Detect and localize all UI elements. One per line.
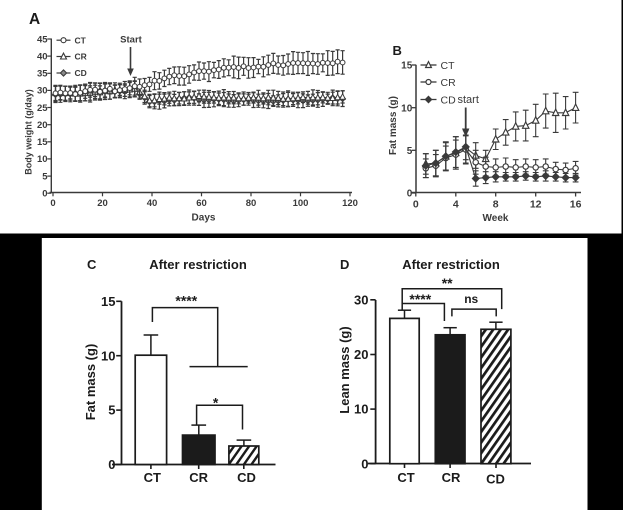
- svg-text:start: start: [458, 94, 479, 106]
- svg-text:*: *: [213, 395, 219, 411]
- svg-text:CT: CT: [397, 470, 414, 485]
- svg-text:120: 120: [342, 198, 358, 209]
- svg-text:After restriction: After restriction: [149, 257, 247, 272]
- svg-text:10: 10: [401, 103, 413, 114]
- svg-text:Start: Start: [120, 35, 142, 46]
- svg-text:****: ****: [175, 293, 197, 309]
- svg-text:40: 40: [147, 198, 158, 209]
- svg-text:60: 60: [196, 198, 207, 209]
- svg-text:15: 15: [401, 61, 413, 72]
- svg-text:CD: CD: [237, 470, 256, 485]
- svg-text:CR: CR: [442, 470, 461, 485]
- svg-text:**: **: [442, 275, 453, 291]
- svg-text:CT: CT: [75, 35, 87, 45]
- svg-text:16: 16: [570, 199, 582, 211]
- svg-text:5: 5: [42, 171, 48, 182]
- svg-text:20: 20: [97, 198, 108, 209]
- svg-text:45: 45: [37, 34, 48, 45]
- svg-text:CD: CD: [486, 472, 505, 487]
- svg-text:0: 0: [108, 457, 115, 472]
- svg-text:Week: Week: [483, 213, 509, 224]
- svg-text:B: B: [393, 43, 402, 58]
- svg-text:CT: CT: [441, 60, 456, 72]
- svg-text:CR: CR: [75, 52, 87, 62]
- svg-text:After restriction: After restriction: [402, 257, 500, 272]
- svg-text:0: 0: [407, 189, 413, 200]
- svg-text:CT: CT: [144, 470, 161, 485]
- svg-text:0: 0: [42, 189, 47, 200]
- svg-text:20: 20: [354, 347, 368, 362]
- svg-text:Lean mass (g): Lean mass (g): [337, 326, 352, 413]
- svg-text:15: 15: [37, 137, 48, 148]
- svg-text:CD: CD: [441, 94, 457, 106]
- svg-text:10: 10: [101, 348, 115, 363]
- svg-text:10: 10: [37, 154, 48, 165]
- svg-text:Fat mass (g): Fat mass (g): [388, 96, 399, 155]
- svg-text:5: 5: [108, 403, 115, 418]
- svg-text:15: 15: [101, 294, 115, 309]
- svg-text:40: 40: [37, 51, 48, 62]
- svg-text:0: 0: [413, 199, 419, 211]
- svg-text:10: 10: [354, 402, 368, 417]
- svg-text:25: 25: [37, 103, 48, 114]
- svg-text:5: 5: [407, 146, 413, 157]
- svg-text:Body weight (g/day): Body weight (g/day): [24, 89, 34, 175]
- svg-text:12: 12: [530, 199, 542, 211]
- svg-text:30: 30: [37, 86, 48, 97]
- svg-text:Days: Days: [192, 213, 216, 224]
- svg-text:8: 8: [493, 199, 499, 211]
- svg-text:CR: CR: [189, 470, 208, 485]
- svg-text:20: 20: [37, 120, 48, 131]
- svg-text:0: 0: [50, 198, 55, 209]
- svg-text:****: ****: [409, 291, 431, 307]
- svg-text:35: 35: [37, 69, 48, 80]
- svg-text:D: D: [340, 257, 349, 272]
- svg-text:80: 80: [246, 198, 257, 209]
- svg-text:ns: ns: [464, 292, 478, 306]
- svg-text:CR: CR: [441, 77, 457, 89]
- svg-text:C: C: [87, 257, 97, 272]
- svg-text:CD: CD: [75, 68, 87, 78]
- svg-text:0: 0: [361, 456, 368, 471]
- svg-text:30: 30: [354, 292, 368, 307]
- svg-text:100: 100: [293, 198, 309, 209]
- svg-text:A: A: [29, 11, 40, 28]
- svg-text:4: 4: [453, 199, 459, 211]
- svg-text:Fat mass (g): Fat mass (g): [83, 344, 98, 421]
